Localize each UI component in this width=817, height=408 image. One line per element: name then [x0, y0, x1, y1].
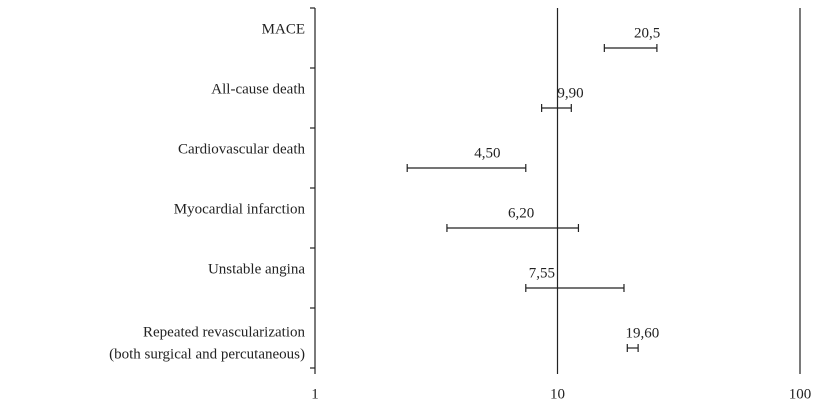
value-label: 19,60 — [625, 325, 659, 341]
value-label: 4,50 — [474, 145, 500, 161]
category-label: All-cause death — [211, 81, 305, 97]
x-tick-label: 100 — [789, 386, 812, 402]
value-label: 6,20 — [508, 205, 534, 221]
x-tick-label: 1 — [311, 386, 319, 402]
value-label: 20,5 — [634, 25, 660, 41]
category-label: (both surgical and percutaneous) — [109, 346, 305, 362]
category-label: Repeated revascularization — [143, 324, 305, 340]
category-label: Myocardial infarction — [174, 201, 306, 217]
category-label: Unstable angina — [208, 261, 305, 277]
value-label: 7,55 — [529, 265, 555, 281]
x-tick-label: 10 — [550, 386, 565, 402]
category-label: Cardiovascular death — [178, 141, 306, 157]
value-label: 9,90 — [557, 85, 583, 101]
category-label: MACE — [262, 21, 305, 37]
